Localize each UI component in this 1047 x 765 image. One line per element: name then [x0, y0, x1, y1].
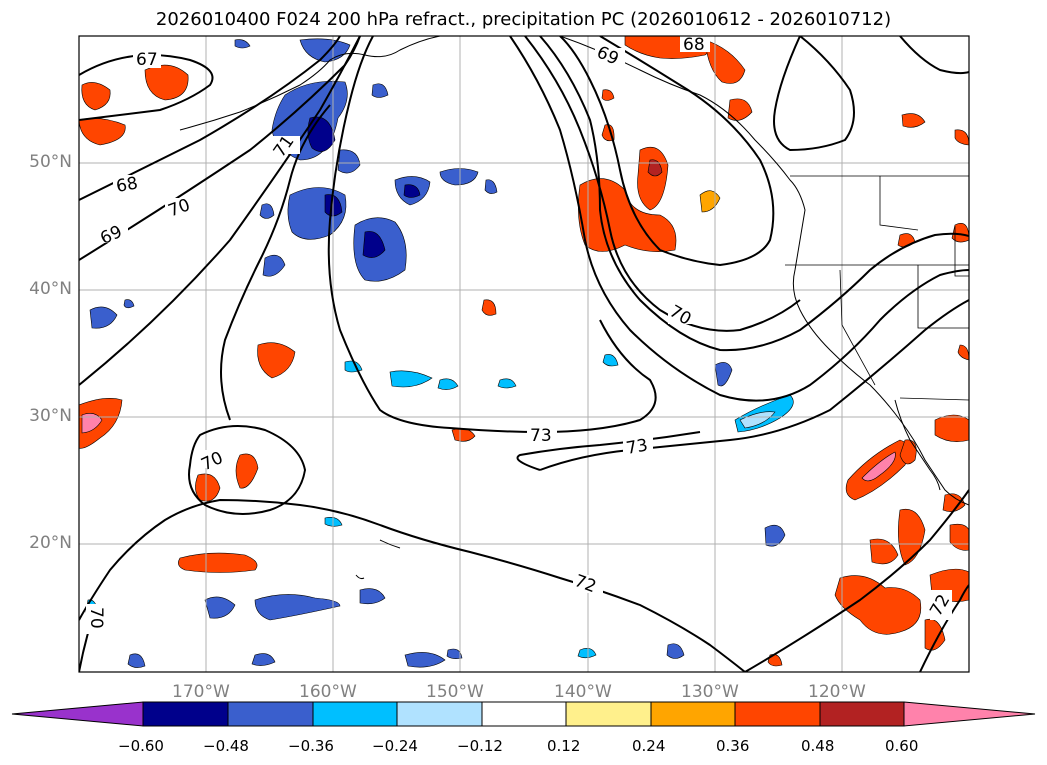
colorbar-segment [227, 701, 314, 727]
colorbar-tick-label: 0.48 [801, 737, 835, 755]
lon-tick-label: 170°W [172, 682, 230, 702]
contour-label: 73 [530, 426, 552, 446]
colorbar-tick-label: 0.24 [632, 737, 666, 755]
colorbar-tick-label: −0.48 [203, 737, 249, 755]
contour-label: 68 [115, 173, 140, 196]
contour-label: 67 [136, 50, 158, 70]
colorbar-segment [565, 701, 652, 727]
borders [785, 175, 969, 401]
colorbar-segment [142, 701, 229, 727]
colorbar-segment [481, 701, 567, 727]
colorbar-extend-max [903, 701, 1036, 727]
colorbar-tick-label: 0.36 [716, 737, 750, 755]
colorbar [11, 701, 1036, 727]
lon-tick-label: 160°W [299, 682, 357, 702]
contour-label: 68 [683, 35, 705, 55]
colorbar-tick-label: −0.36 [288, 737, 334, 755]
map-frame [78, 35, 970, 673]
colorbar-tick-label: 0.60 [885, 737, 919, 755]
colorbar-segment [312, 701, 398, 727]
colorbar-extend-min [11, 701, 144, 727]
colorbar-segment [650, 701, 736, 727]
gridlines [79, 36, 969, 672]
colorbar-segment [734, 701, 821, 727]
colorbar-segment [819, 701, 905, 727]
positive-precip-areas [79, 36, 969, 667]
colorbar-tick-label: 0.12 [547, 737, 581, 755]
contour-label: 73 [625, 435, 650, 458]
contour-label: 70 [86, 607, 106, 629]
lon-tick-label: 120°W [808, 682, 866, 702]
chart-title: 2026010400 F024 200 hPa refract., precip… [155, 9, 892, 30]
lat-tick-label: 30°N [29, 406, 72, 426]
lat-tick-label: 40°N [29, 279, 72, 299]
lon-tick-label: 140°W [554, 682, 612, 702]
colorbar-tick-label: −0.60 [118, 737, 164, 755]
coastlines [179, 36, 969, 580]
lon-tick-label: 150°W [426, 682, 484, 702]
lon-tick-label: 130°W [681, 682, 739, 702]
lat-tick-label: 50°N [29, 152, 72, 172]
colorbar-segment [396, 701, 483, 727]
lat-tick-label: 20°N [29, 533, 72, 553]
colorbar-tick-label: −0.12 [457, 737, 503, 755]
map-panel: 67 68 69 70 71 69 68 70 73 73 70 72 70 [79, 35, 969, 672]
colorbar-tick-label: −0.24 [372, 737, 418, 755]
